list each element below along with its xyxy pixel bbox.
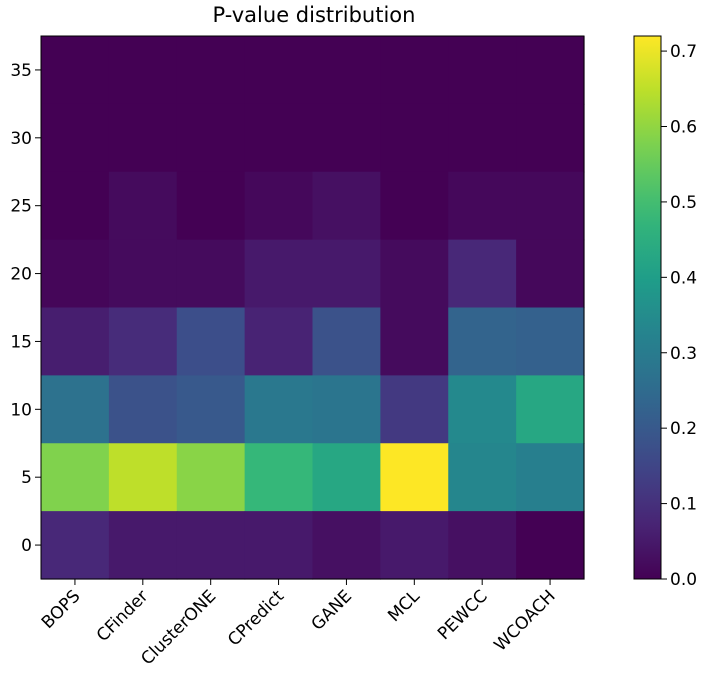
heatmap-cell <box>176 239 246 309</box>
heatmap-cell <box>448 511 517 580</box>
heatmap-cell <box>448 103 517 173</box>
heatmap-cell <box>380 36 449 105</box>
heatmap-cell <box>380 103 449 173</box>
y-tick-label: 10 <box>10 400 32 420</box>
y-tick-label: 35 <box>10 61 32 81</box>
colorbar-tick-label: 0.2 <box>670 419 697 439</box>
heatmap-cell <box>108 307 178 376</box>
heatmap-cell <box>448 239 517 309</box>
heatmap-cell <box>108 36 178 105</box>
heatmap-cell <box>312 103 381 173</box>
x-tick-label: CPredict <box>224 586 288 650</box>
heatmap-cell <box>380 239 449 309</box>
plot-frame <box>40 35 585 580</box>
colorbar-tick-label: 0.5 <box>670 193 697 213</box>
heatmap-cell <box>41 239 110 309</box>
heatmap-cell <box>244 171 314 241</box>
heatmap-cell <box>448 36 517 105</box>
heatmap-cell <box>516 36 585 105</box>
heatmap-cell <box>108 375 178 444</box>
heatmap-cell <box>41 36 110 105</box>
heatmap-cell <box>176 103 246 173</box>
heatmap-cell <box>176 307 246 376</box>
heatmap-cell <box>516 307 585 376</box>
colorbar-tick-label: 0.0 <box>670 570 697 590</box>
x-tick-label: MCL <box>384 586 424 626</box>
heatmap-cell <box>41 511 110 580</box>
heatmap-cell <box>41 307 110 376</box>
y-tick-label: 20 <box>10 265 32 285</box>
colorbar-tick-label: 0.3 <box>670 344 697 364</box>
heatmap-cell <box>380 307 449 376</box>
y-tick-label: 0 <box>21 536 32 556</box>
heatmap-cell <box>176 36 246 105</box>
heatmap-cell <box>244 375 314 444</box>
heatmap-cell <box>41 443 110 512</box>
heatmap-cell <box>41 171 110 241</box>
heatmap-cell <box>448 171 517 241</box>
y-axis: 35 30 25 20 15 10 5 0 <box>10 61 41 556</box>
y-tick-label: 30 <box>10 129 32 149</box>
heatmap-cell <box>312 307 381 376</box>
heatmap-cell <box>312 171 381 241</box>
colorbar-tick-label: 0.7 <box>670 42 697 62</box>
heatmap-cell <box>41 375 110 444</box>
x-tick-label: GANE <box>308 586 356 634</box>
heatmap-cell <box>312 511 381 580</box>
heatmap-cell <box>448 307 517 376</box>
heatmap-cell <box>244 443 314 512</box>
heatmap-cell <box>108 239 178 309</box>
heatmap-cell <box>108 443 178 512</box>
heatmap-cell <box>312 443 381 512</box>
x-tick-label: PEWCC <box>434 586 492 644</box>
heatmap-cell <box>312 375 381 444</box>
heatmap-cell <box>312 36 381 105</box>
heatmap-cell <box>244 511 314 580</box>
heatmap-cell <box>516 375 585 444</box>
heatmap-cell <box>380 171 449 241</box>
heatmap-cell <box>176 171 246 241</box>
heatmap-cell <box>516 443 585 512</box>
heatmap-cell <box>41 103 110 173</box>
colorbar <box>633 35 662 580</box>
heatmap-cell <box>448 375 517 444</box>
colorbar-tick-label: 0.4 <box>670 268 697 288</box>
heatmap-cell <box>244 36 314 105</box>
heatmap-cells <box>41 36 585 580</box>
heatmap-cell <box>516 103 585 173</box>
heatmap-cell <box>244 239 314 309</box>
heatmap-cell <box>176 443 246 512</box>
heatmap-cell <box>176 375 246 444</box>
heatmap-cell <box>108 171 178 241</box>
x-tick-label: BOPS <box>38 586 85 633</box>
colorbar-tick-label: 0.1 <box>670 495 697 515</box>
y-tick-label: 15 <box>10 332 32 352</box>
heatmap-cell <box>516 511 585 580</box>
heatmap-cell <box>448 443 517 512</box>
heatmap-cell <box>380 443 449 512</box>
heatmap-cell <box>516 239 585 309</box>
x-tick-label: CFinder <box>93 586 153 646</box>
chart-title: P-value distribution <box>213 3 416 27</box>
y-tick-label: 5 <box>21 468 32 488</box>
heatmap-cell <box>380 375 449 444</box>
heatmap-cell <box>108 103 178 173</box>
heatmap-cell <box>244 103 314 173</box>
x-tick-label: WCOACH <box>490 586 559 655</box>
heatmap-cell <box>516 171 585 241</box>
heatmap-cell <box>244 307 314 376</box>
y-tick-label: 25 <box>10 197 32 217</box>
colorbar-axis: 0.7 0.6 0.5 0.4 0.3 0.2 0.1 0.0 <box>661 42 697 590</box>
heatmap-cell <box>312 239 381 309</box>
heatmap-cell <box>108 511 178 580</box>
heatmap-cell <box>380 511 449 580</box>
colorbar-tick-label: 0.6 <box>670 118 697 138</box>
heatmap-cell <box>176 511 246 580</box>
